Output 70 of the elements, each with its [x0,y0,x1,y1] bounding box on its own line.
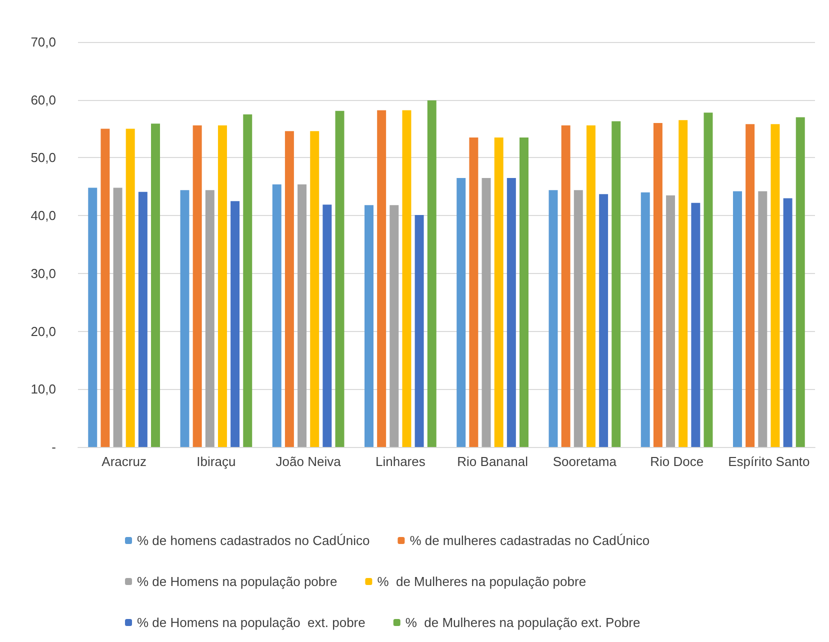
x-tick-label: João Neiva [276,454,342,469]
bar [100,128,110,447]
bar [113,188,122,447]
bar [494,137,504,447]
y-tick-label: 40,0 [30,208,56,224]
bar [469,137,478,447]
bar [402,110,412,447]
bar [88,188,98,447]
bar [230,201,240,447]
y-tick-label: 50,0 [30,150,56,166]
bar [218,125,227,447]
bar [678,120,688,447]
bar [364,205,374,447]
bar [796,117,805,447]
bar [456,178,466,447]
bar [138,192,148,447]
bar [126,128,135,447]
bar [704,112,713,447]
bar [691,202,700,447]
y-tick-label: 70,0 [30,34,56,50]
y-tick-label: 60,0 [30,92,56,108]
bar [733,191,742,447]
y-tick-label: 30,0 [30,266,56,281]
bar [205,190,214,447]
legend-label: % de Mulheres na população ext. Pobre [405,615,640,630]
x-tick-label: Rio Bananal [457,454,528,469]
bar [377,110,386,447]
bar [243,114,252,447]
bar [298,184,307,447]
bar [151,124,160,447]
bar [284,131,294,447]
bar [180,190,190,447]
x-tick-label: Linhares [376,454,426,469]
x-tick-label: Espírito Santo [728,454,810,469]
bar [272,184,282,447]
bar [666,195,676,447]
bar [640,192,650,447]
x-tick-label: Sooretama [552,454,618,469]
y-tick-label: 10,0 [30,382,56,397]
y-tick-label: 20,0 [30,324,56,339]
bar [758,191,768,447]
bar [612,121,621,447]
bar [482,178,491,447]
bar [574,190,583,447]
bar [586,125,596,447]
y-tick-label: - [52,440,56,454]
bar [335,110,344,447]
legend-label: % de Mulheres na população pobre [377,574,586,589]
bar [783,198,792,447]
bar [548,190,558,447]
bar [390,205,399,447]
x-tick-label: Aracruz [102,454,146,469]
bar [599,194,608,447]
legend-label: % de mulheres cadastradas no CadÚnico [410,533,650,548]
bar [746,124,755,447]
legend-label: % de homens cadastrados no CadÚnico [137,533,370,548]
bar [322,204,332,447]
bar [520,137,528,447]
legend-label: % de Homens na população ext. pobre [137,615,366,630]
bar [561,125,570,447]
bar [414,214,424,447]
bar [506,178,516,447]
x-tick-label: Ibiraçu [196,454,236,469]
bar [653,123,662,447]
bar [770,124,780,447]
bar [310,131,320,447]
x-tick-label: Rio Doce [650,454,704,469]
bar [427,100,436,447]
legend-label: % de Homens na população pobre [137,574,338,589]
bar [192,125,202,447]
